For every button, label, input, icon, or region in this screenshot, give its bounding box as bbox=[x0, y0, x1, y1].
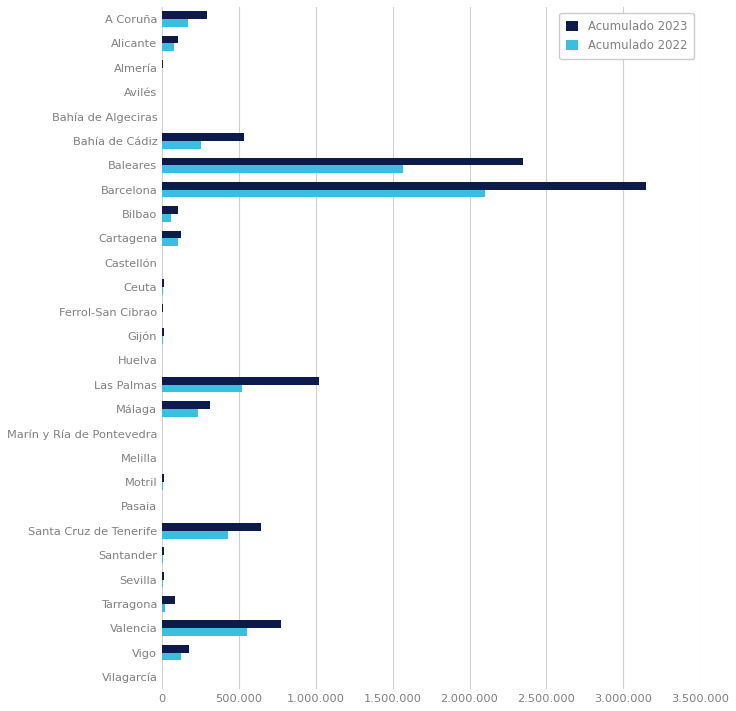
Bar bbox=[162, 214, 171, 222]
Bar bbox=[162, 11, 207, 19]
Bar bbox=[162, 604, 166, 611]
Bar bbox=[162, 336, 163, 343]
Bar bbox=[162, 385, 242, 392]
Bar bbox=[162, 555, 163, 563]
Bar bbox=[162, 523, 261, 531]
Bar bbox=[162, 190, 485, 198]
Bar bbox=[162, 572, 163, 579]
Bar bbox=[162, 645, 189, 653]
Legend: Acumulado 2023, Acumulado 2022: Acumulado 2023, Acumulado 2022 bbox=[559, 13, 694, 59]
Bar bbox=[162, 629, 247, 636]
Bar bbox=[162, 328, 163, 336]
Bar bbox=[162, 19, 188, 27]
Bar bbox=[162, 621, 280, 629]
Bar bbox=[162, 182, 646, 190]
Bar bbox=[162, 133, 244, 141]
Bar bbox=[162, 474, 164, 482]
Bar bbox=[162, 531, 228, 539]
Bar bbox=[162, 401, 210, 409]
Bar bbox=[162, 158, 523, 166]
Bar bbox=[162, 238, 177, 246]
Bar bbox=[162, 279, 163, 287]
Bar bbox=[162, 43, 174, 51]
Bar bbox=[162, 482, 163, 490]
Bar bbox=[162, 230, 180, 238]
Bar bbox=[162, 409, 197, 417]
Bar bbox=[162, 579, 163, 587]
Bar bbox=[162, 547, 163, 555]
Bar bbox=[162, 60, 163, 68]
Bar bbox=[162, 377, 319, 385]
Bar bbox=[162, 206, 177, 214]
Bar bbox=[162, 596, 175, 604]
Bar bbox=[162, 166, 403, 173]
Bar bbox=[162, 287, 163, 295]
Bar bbox=[162, 304, 163, 311]
Bar bbox=[162, 653, 180, 661]
Bar bbox=[162, 141, 201, 149]
Bar bbox=[162, 36, 177, 43]
